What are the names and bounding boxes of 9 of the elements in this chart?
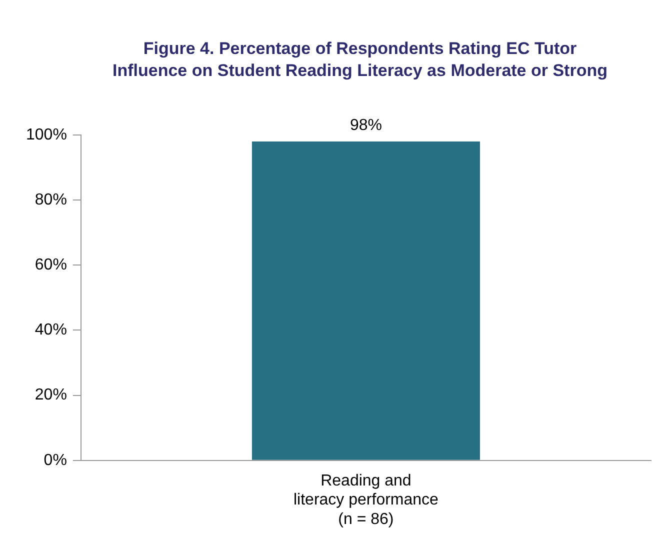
y-tick-label: 20% bbox=[34, 386, 67, 404]
x-tick-label: Reading and literacy performance (n = 86) bbox=[293, 472, 439, 528]
y-tick-label: 60% bbox=[34, 256, 67, 274]
data-label: 98% bbox=[350, 116, 382, 134]
y-tick-label: 80% bbox=[34, 191, 67, 208]
y-tick-label: 100% bbox=[26, 126, 67, 144]
y-tick-label: 0% bbox=[44, 452, 67, 469]
chart-title: Figure 4. Percentage of Respondents Rating EC Tutor Influence on Student Reading Literacy as Moderate or Strong bbox=[112, 38, 608, 82]
y-tick-label: 40% bbox=[34, 322, 67, 339]
